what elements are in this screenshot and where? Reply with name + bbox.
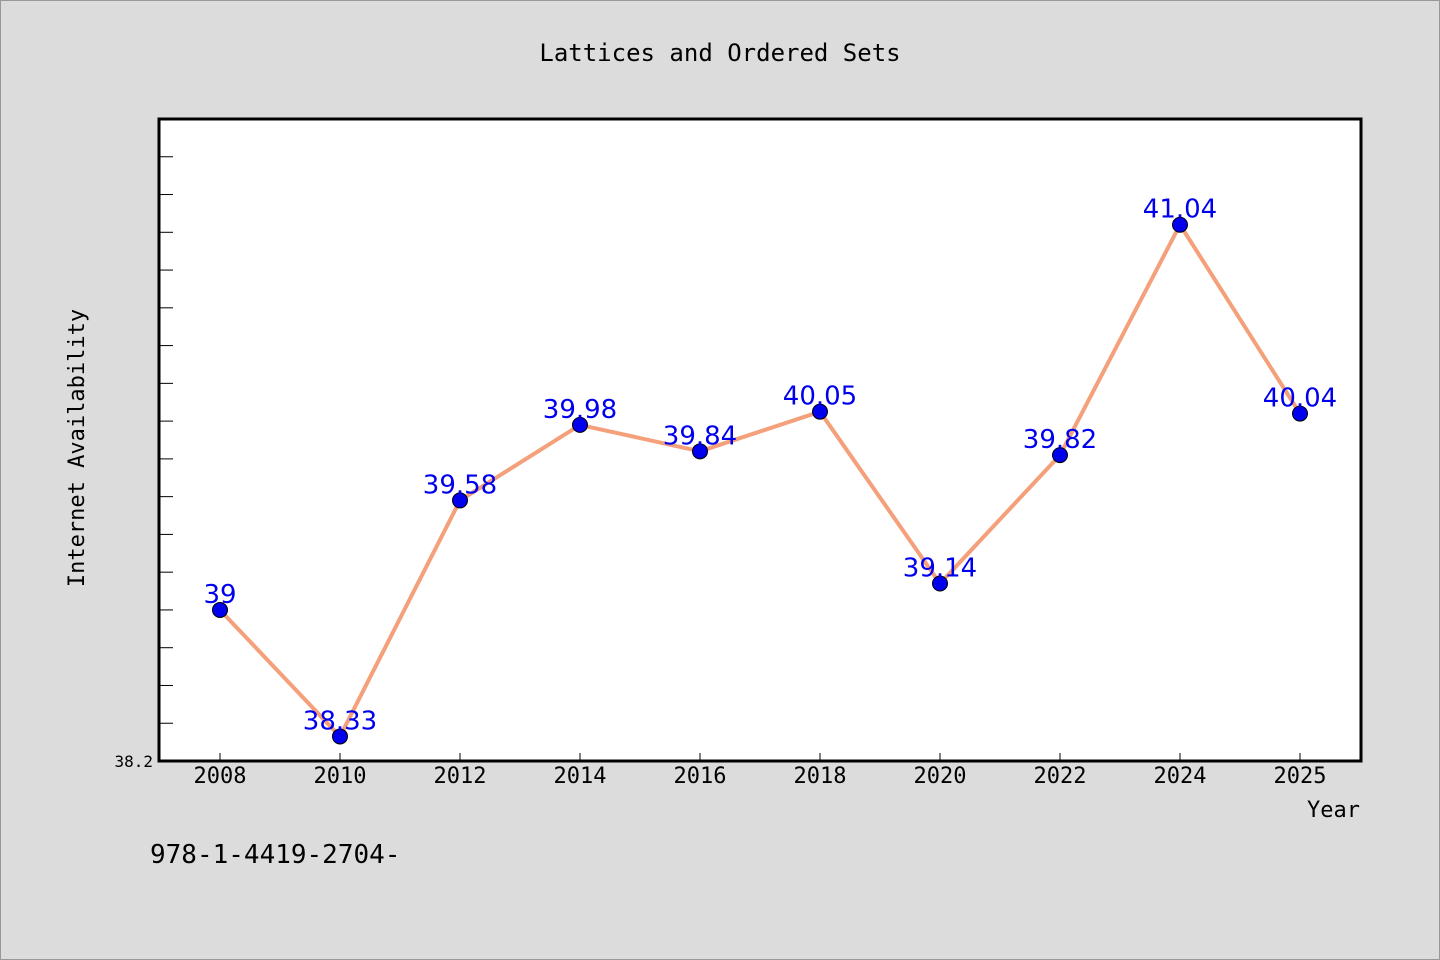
data-label: 39.58 <box>423 470 497 500</box>
chart-title: Lattices and Ordered Sets <box>539 39 900 67</box>
data-point <box>332 728 348 745</box>
data-point <box>932 575 948 592</box>
x-tick-label: 2010 <box>314 764 367 789</box>
x-tick-label: 2014 <box>554 764 607 789</box>
data-point <box>212 601 228 618</box>
data-label: 38.33 <box>303 706 377 736</box>
y-axis-ticks <box>159 118 173 762</box>
data-point <box>1292 405 1308 422</box>
data-label: 39.84 <box>663 421 737 451</box>
footer-text: 978-1-4419-2704- <box>150 840 400 870</box>
data-label: 41.04 <box>1143 195 1217 225</box>
x-tick-label: 2020 <box>914 764 967 789</box>
data-label: 39.82 <box>1023 425 1097 455</box>
data-point <box>572 416 588 433</box>
data-point <box>812 403 828 420</box>
x-tick-label: 2016 <box>674 764 727 789</box>
data-label: 40.04 <box>1263 384 1337 414</box>
x-tick-label: 2025 <box>1274 764 1327 789</box>
y-tick-label: 38.2 <box>114 752 153 771</box>
data-label: 39.14 <box>903 554 977 584</box>
x-axis-ticks: 2008 2010 2012 2014 2016 2018 2020 2022 2024 2025 <box>194 753 1327 789</box>
data-label: 39 <box>203 580 236 610</box>
plot-area <box>157 117 1363 763</box>
data-point <box>452 492 468 509</box>
data-label: 40.05 <box>783 382 857 412</box>
x-tick-label: 2008 <box>194 764 247 789</box>
x-tick-label: 2012 <box>434 764 487 789</box>
y-axis-label: Internet Availability <box>65 309 90 587</box>
data-point <box>692 443 708 460</box>
series-line <box>218 222 1302 739</box>
x-tick-label: 2022 <box>1034 764 1087 789</box>
series-layer: 39 38.33 39.58 39.98 39.84 40.05 39.14 39.82 41.… <box>203 195 1337 745</box>
data-label: 39.98 <box>543 395 617 425</box>
x-tick-label: 2018 <box>794 764 847 789</box>
x-axis-label: Year <box>1307 798 1360 823</box>
x-tick-label: 2024 <box>1154 764 1207 789</box>
data-point <box>1172 216 1188 233</box>
data-point <box>1052 447 1068 464</box>
